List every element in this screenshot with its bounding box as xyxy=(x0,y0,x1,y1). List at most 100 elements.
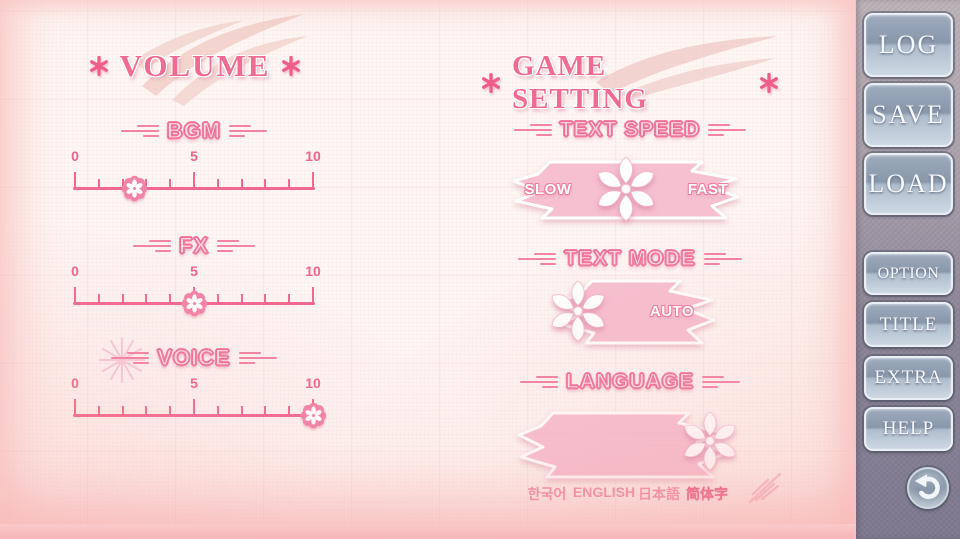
slider-tick xyxy=(312,172,314,187)
slider-tick xyxy=(240,294,243,302)
deco-lines xyxy=(229,125,268,137)
deco-lines xyxy=(703,253,742,265)
flower-asterisk-icon xyxy=(759,72,779,94)
slider-tick xyxy=(145,179,148,187)
menu-sidebar: LOG SAVE LOAD OPTION TITLE EXTRA HELP xyxy=(855,0,960,539)
game-setting-title: GAME SETTING xyxy=(480,50,780,116)
back-button[interactable] xyxy=(907,467,949,509)
slider-tick xyxy=(216,294,219,302)
tick-label: 10 xyxy=(305,263,321,279)
text-mode-flower-knob[interactable] xyxy=(544,277,612,345)
fx-scale-numbers: 0 5 10 xyxy=(71,263,321,281)
language-option-japanese[interactable]: 日本語 xyxy=(638,486,680,502)
deco-lines xyxy=(217,240,256,252)
voice-slider-track[interactable] xyxy=(73,395,326,429)
voice-scale-numbers: 0 5 10 xyxy=(71,375,321,393)
slider-tick xyxy=(240,179,243,187)
slider-tick xyxy=(216,179,219,187)
flower-asterisk-icon xyxy=(481,72,501,94)
slider-tick xyxy=(264,294,267,302)
language-label: LANGUAGE xyxy=(480,369,780,394)
voice-label-text: VOICE xyxy=(157,344,231,370)
save-button[interactable]: SAVE xyxy=(864,83,953,147)
language-option-korean[interactable]: 한국어 xyxy=(527,486,567,502)
language-options: 한국어 ENGLISH 日本語 简体字 xyxy=(480,484,780,504)
fx-slider-group: FX 0 5 10 xyxy=(71,232,321,317)
bgm-slider-knob[interactable] xyxy=(121,175,148,202)
bgm-slider-track[interactable] xyxy=(73,168,315,202)
auto-mode-value[interactable]: AUTO xyxy=(649,303,695,320)
slider-tick xyxy=(121,406,124,414)
title-button[interactable]: TITLE xyxy=(864,302,953,347)
language-flower-knob[interactable] xyxy=(677,408,743,474)
slow-option[interactable]: SLOW xyxy=(524,181,572,198)
text-speed-label-text: TEXT SPEED xyxy=(559,117,701,141)
load-button-label: LOAD xyxy=(868,169,949,198)
slider-tick xyxy=(121,179,124,187)
deco-lines xyxy=(518,253,557,265)
extra-button[interactable]: EXTRA xyxy=(864,356,953,400)
bottom-border xyxy=(0,524,855,539)
slider-tick xyxy=(240,406,243,414)
slider-baseline xyxy=(73,187,315,190)
tick-label: 0 xyxy=(71,263,79,279)
slider-tick xyxy=(74,172,76,187)
slider-tick xyxy=(74,287,76,302)
language-option-simplified-chinese[interactable]: 简体字 xyxy=(686,486,728,502)
log-button-label: LOG xyxy=(878,30,939,59)
bgm-label: BGM xyxy=(75,117,313,144)
slider-tick xyxy=(169,406,172,414)
bgm-label-text: BGM xyxy=(166,117,222,143)
log-button[interactable]: LOG xyxy=(864,13,953,77)
extra-button-label: EXTRA xyxy=(874,367,943,388)
slider-tick xyxy=(145,294,148,302)
slider-tick xyxy=(145,406,148,414)
tick-label: 0 xyxy=(71,148,79,164)
deco-lines xyxy=(238,352,277,364)
game-setting-title-text: GAME SETTING xyxy=(512,50,648,115)
option-button-label: OPTION xyxy=(877,264,940,282)
slider-tick xyxy=(97,294,100,302)
fast-option[interactable]: FAST xyxy=(687,181,729,198)
slider-tick xyxy=(169,179,172,187)
bgm-slider-group: BGM 0 5 10 xyxy=(71,117,321,202)
slider-tick xyxy=(288,406,291,414)
deco-lines xyxy=(519,376,558,388)
language-label-text: LANGUAGE xyxy=(565,369,695,393)
load-button[interactable]: LOAD xyxy=(864,153,953,215)
slider-tick xyxy=(288,179,291,187)
slider-tick xyxy=(288,294,291,302)
fx-slider-knob[interactable] xyxy=(181,290,208,317)
slider-tick xyxy=(193,172,195,187)
deco-lines xyxy=(120,125,159,137)
slider-tick xyxy=(312,287,314,302)
slider-tick xyxy=(216,406,219,414)
fx-label-text: FX xyxy=(178,232,210,258)
language-option-english[interactable]: ENGLISH xyxy=(572,484,636,500)
tick-label: 5 xyxy=(190,375,198,391)
flower-asterisk-icon xyxy=(281,55,301,77)
voice-slider-group: VOICE 0 5 10 xyxy=(71,344,326,429)
tick-label: 10 xyxy=(305,375,321,391)
text-speed-flower-knob[interactable] xyxy=(590,153,662,225)
tick-label: 5 xyxy=(190,148,198,164)
deco-lines xyxy=(111,352,150,364)
slider-tick xyxy=(74,399,76,414)
tick-label: 10 xyxy=(305,148,321,164)
slider-tick xyxy=(169,294,172,302)
deco-lines xyxy=(132,240,171,252)
settings-panel: VOLUME BGM 0 5 10 FX xyxy=(0,0,855,539)
slider-tick xyxy=(264,406,267,414)
deco-lines xyxy=(513,124,552,136)
option-button[interactable]: OPTION xyxy=(864,252,953,295)
help-button[interactable]: HELP xyxy=(864,407,953,451)
bgm-scale-numbers: 0 5 10 xyxy=(71,148,321,166)
deco-lines xyxy=(702,376,741,388)
fx-slider-track[interactable] xyxy=(73,283,315,317)
voice-label: VOICE xyxy=(75,344,313,371)
volume-title: VOLUME xyxy=(0,48,390,84)
voice-slider-knob[interactable] xyxy=(300,402,327,429)
slider-tick xyxy=(264,179,267,187)
text-mode-label: TEXT MODE xyxy=(480,246,780,271)
